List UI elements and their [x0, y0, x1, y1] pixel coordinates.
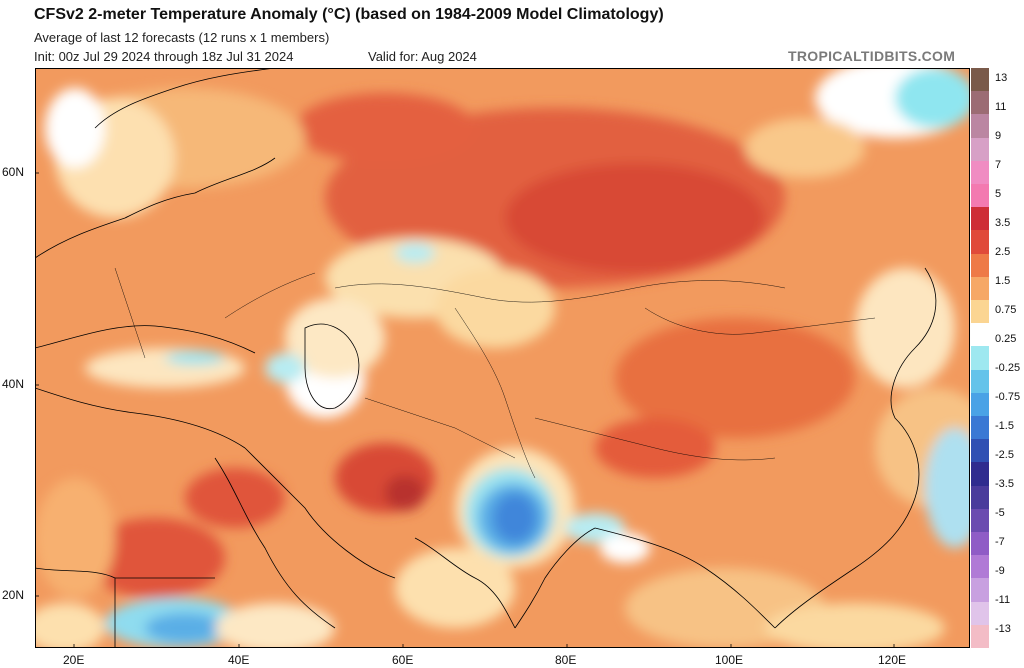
colorbar-swatch [971, 276, 989, 301]
lon-label-20e: 20E [63, 653, 85, 667]
colorbar-swatch [971, 416, 989, 440]
country-borders [114, 267, 876, 479]
colorbar-swatch [971, 532, 989, 556]
colorbar-tick-label: 0.25 [995, 333, 1017, 345]
lon-label-120e: 120E [878, 653, 907, 667]
colorbar-tick-label: -9 [995, 565, 1005, 577]
colorbar-swatch [971, 160, 989, 185]
lat-label-40n: 40N [2, 377, 25, 391]
colorbar-swatch [971, 624, 989, 649]
colorbar-swatch [971, 91, 989, 115]
colorbar-swatch [971, 462, 989, 487]
lon-label-40e: 40E [228, 653, 250, 667]
lat-label-20n: 20N [2, 588, 25, 602]
colorbar-swatch [971, 300, 989, 324]
colorbar-swatch [971, 68, 989, 92]
lon-label-100e: 100E [715, 653, 744, 667]
colorbar-tick-label: -13 [995, 623, 1011, 635]
colorbar-swatch [971, 555, 989, 579]
colorbar-swatch [971, 207, 989, 231]
colorbar-swatch [971, 508, 989, 533]
map-title: CFSv2 2-meter Temperature Anomaly (°C) (… [34, 6, 664, 23]
colorbar-swatch [971, 114, 989, 139]
colorbar-tick-label: 2.5 [995, 246, 1011, 258]
colorbar-tick-label: -0.75 [995, 391, 1021, 403]
anomaly-field [35, 68, 970, 648]
colorbar-tick-label: 5 [995, 188, 1002, 200]
colorbar-swatch [971, 137, 989, 162]
temperature-anomaly-map [35, 68, 970, 648]
colorbar-swatch [971, 439, 989, 463]
colorbar-tick-label: -1.5 [995, 420, 1014, 432]
colorbar-tick-label: 3.5 [995, 217, 1011, 229]
colorbar-tick-label: 9 [995, 130, 1002, 142]
colorbar-swatch [971, 184, 989, 208]
colorbar-tick-label: -2.5 [995, 449, 1014, 461]
colorbar-swatch [971, 253, 989, 278]
colorbar [971, 68, 989, 649]
colorbar-tick-label: -5 [995, 507, 1005, 519]
init-time: Init: 00z Jul 29 2024 through 18z Jul 31… [34, 49, 294, 64]
map-subtitle: Average of last 12 forecasts (12 runs x … [34, 30, 330, 45]
colorbar-tick-label: -7 [995, 536, 1005, 548]
source-watermark: TROPICALTIDBITS.COM [788, 48, 956, 64]
coastlines [35, 68, 937, 648]
colorbar-swatch [971, 369, 989, 394]
colorbar-swatch [971, 323, 989, 347]
colorbar-swatch [971, 485, 989, 510]
colorbar-swatch [971, 230, 989, 255]
lat-label-60n: 60N [2, 165, 25, 179]
colorbar-swatch [971, 392, 989, 417]
colorbar-tick-label: 13 [995, 72, 1008, 84]
colorbar-swatch [971, 578, 989, 603]
colorbar-swatch [971, 601, 989, 626]
colorbar-tick-label: 0.75 [995, 304, 1017, 316]
colorbar-tick-label: 7 [995, 159, 1002, 171]
colorbar-tick-label: -3.5 [995, 478, 1014, 490]
colorbar-tick-label: -0.25 [995, 362, 1021, 374]
colorbar-tick-label: -11 [995, 594, 1011, 606]
valid-time: Valid for: Aug 2024 [368, 49, 477, 64]
colorbar-tick-label: 11 [995, 101, 1007, 113]
colorbar-swatch [971, 346, 989, 371]
lon-label-80e: 80E [555, 653, 577, 667]
lon-label-60e: 60E [392, 653, 414, 667]
colorbar-tick-label: 1.5 [995, 275, 1011, 287]
